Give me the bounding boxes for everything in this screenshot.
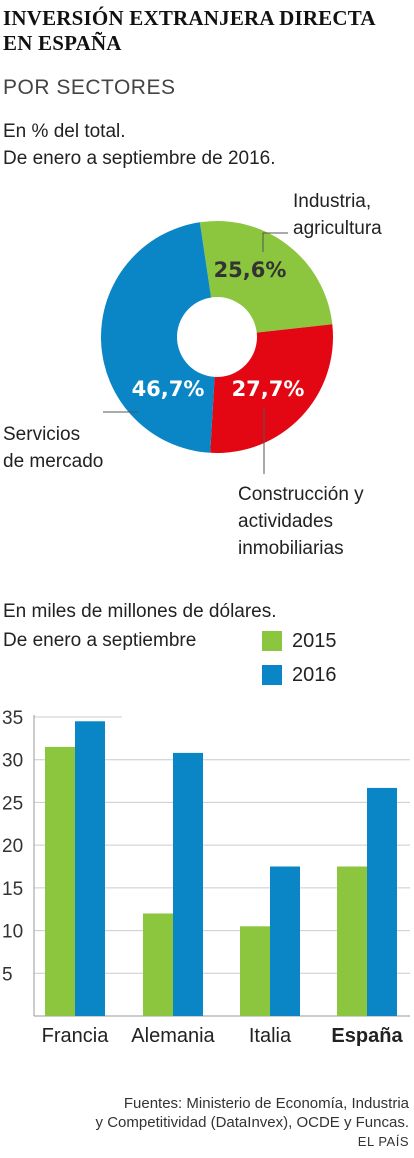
pie-value-label-2: 27,7% <box>232 377 305 401</box>
y-tick-label-5: 5 <box>2 964 13 985</box>
y-tick-label-30: 30 <box>2 751 23 772</box>
x-tick-label-4: España <box>331 1025 403 1047</box>
bar-note-line-2: De enero a septiembre <box>3 630 197 651</box>
bar-italia-2015 <box>240 926 270 1016</box>
bar-alemania-2016 <box>173 752 203 1016</box>
bar-españa-2015 <box>337 866 367 1016</box>
pie-label-industria-line-1: Industria, <box>293 191 372 212</box>
bar-francia-2015 <box>45 746 75 1016</box>
pie-label-construccion-line-3: inmobiliarias <box>238 538 344 559</box>
bar-alemania-2015 <box>143 913 173 1016</box>
bar-francia-2016 <box>75 721 105 1016</box>
chart-subtitle: POR SECTORES <box>3 76 176 99</box>
y-tick-label-20: 20 <box>2 836 23 857</box>
pie-label-servicios-line-1: Servicios <box>3 424 81 445</box>
pie-label-industria-line-2: agricultura <box>293 218 382 239</box>
y-tick-label-10: 10 <box>2 922 23 943</box>
chart-title: INVERSIÓN EXTRANJERA DIRECTA EN ESPAÑA <box>3 6 375 55</box>
legend-swatch-2016 <box>262 665 282 685</box>
y-tick-label-15: 15 <box>2 879 23 900</box>
pie-value-label-1: 25,6% <box>214 258 287 282</box>
pie-note-line-1: En % del total. <box>3 121 126 142</box>
sources-line-1: Fuentes: Ministerio de Economía, Industr… <box>123 1095 409 1112</box>
y-tick-label-25: 25 <box>2 793 23 814</box>
pie-label-servicios-line-2: de mercado <box>3 451 104 472</box>
credit-text: EL PAÍS <box>357 1134 409 1149</box>
bar-italia-2016 <box>270 866 300 1016</box>
pie-slice-3 <box>101 222 215 453</box>
x-tick-label-1: Francia <box>42 1025 110 1047</box>
pie-slice-2 <box>210 324 333 453</box>
x-tick-label-2: Alemania <box>131 1025 215 1047</box>
pie-label-construccion-line-1: Construcción y <box>238 484 364 505</box>
sources-text: Fuentes: Ministerio de Economía, Industr… <box>9 1094 409 1132</box>
legend-label-2016: 2016 <box>292 664 337 686</box>
pie-note-line-2: De enero a septiembre de 2016. <box>3 148 276 169</box>
pie-value-label-3: 46,7% <box>132 377 205 401</box>
bar-españa-2016 <box>367 787 397 1016</box>
x-tick-label-3: Italia <box>249 1025 292 1047</box>
pie-slice-1 <box>199 220 333 333</box>
bar-note-line-1: En miles de millones de dólares. <box>3 601 277 622</box>
leader-line-industria <box>262 232 288 252</box>
legend-swatch-2015 <box>262 631 282 651</box>
pie-label-construccion-line-2: actividades <box>238 511 334 532</box>
legend-label-2015: 2015 <box>292 630 337 652</box>
sources-line-2: y Competitividad (DataInvex), OCDE y Fun… <box>95 1114 409 1131</box>
y-tick-label-35: 35 <box>2 708 23 729</box>
